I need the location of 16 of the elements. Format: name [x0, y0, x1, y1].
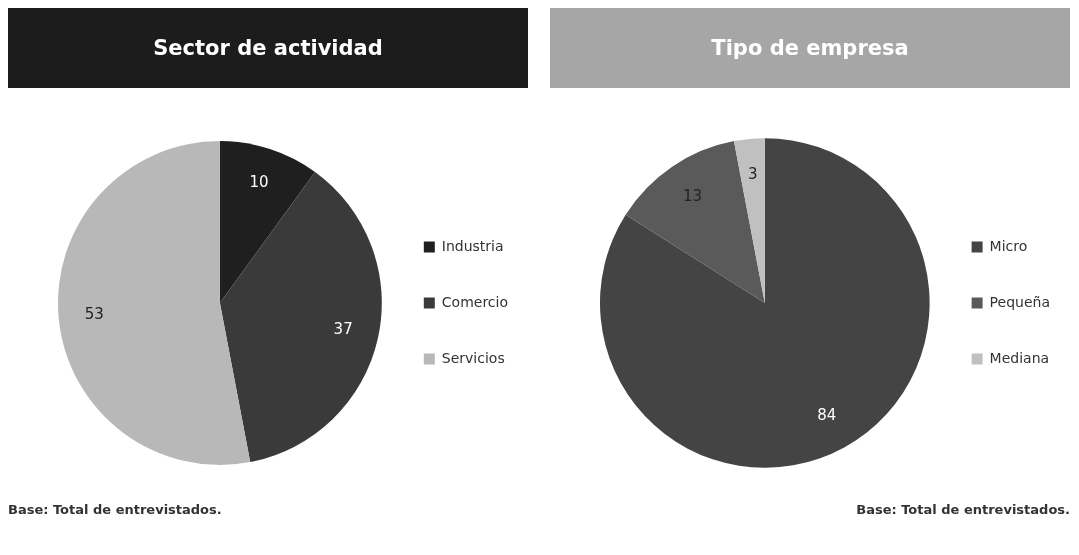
data-label: 10	[249, 172, 269, 191]
legend-label: Pequeña	[989, 293, 1051, 310]
text: Base: Total de entrevistados.	[855, 502, 1070, 517]
legend-label: Mediana	[989, 349, 1050, 366]
chart-title: Sector de actividad	[8, 8, 528, 88]
legend-label: Micro	[989, 237, 1028, 254]
legend-label: Servicios	[441, 349, 505, 366]
legend-label: Industria	[441, 237, 504, 254]
data-label: 84	[817, 405, 837, 424]
legend-label: Comercio	[441, 293, 509, 310]
data-label: 13	[683, 186, 703, 205]
text: Base: Total de entrevistados.	[8, 502, 223, 517]
data-label: 37	[333, 320, 353, 339]
data-label: 53	[84, 304, 104, 323]
chart-title: Tipo de empresa	[550, 8, 1070, 88]
data-label: 3	[747, 164, 758, 183]
